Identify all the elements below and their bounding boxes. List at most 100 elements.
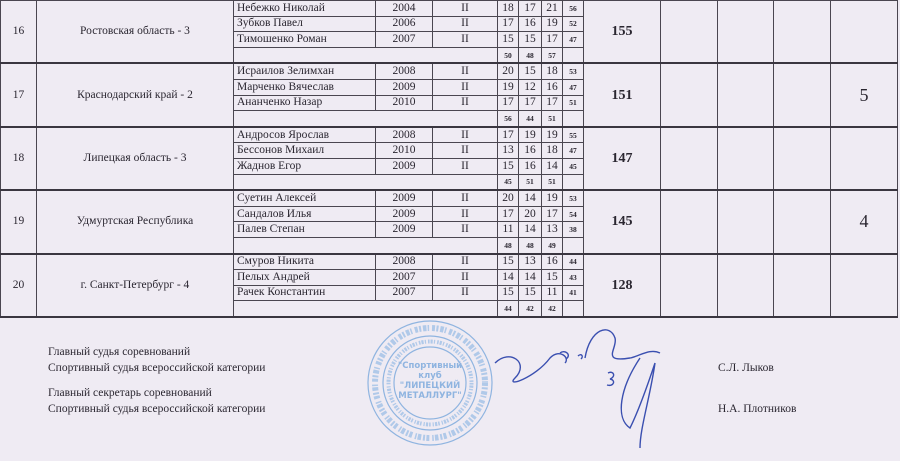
series-total: 42 <box>518 300 542 318</box>
series-score: 15 <box>497 252 519 271</box>
series-score: 14 <box>497 269 519 286</box>
athlete-name: Ананченко Назар <box>233 94 376 112</box>
athlete-sum: 53 <box>562 62 584 80</box>
sport-rank: II <box>432 205 498 223</box>
team-number: 16 <box>0 0 37 65</box>
series-score: 18 <box>541 142 563 159</box>
final-place: 4 <box>830 189 898 255</box>
empty-cell <box>233 173 498 192</box>
series-score: 16 <box>541 252 563 271</box>
series-score: 15 <box>497 31 519 48</box>
athlete-name: Небежко Николай <box>233 0 376 17</box>
member-row: 16 Ростовская область - 3 Небежко Николай 2… <box>0 0 898 65</box>
team-name: Удмуртская Республика <box>36 189 234 255</box>
sport-rank: II <box>432 15 498 33</box>
series-total: 51 <box>541 110 563 128</box>
series-score: 17 <box>518 94 542 112</box>
sport-rank: II <box>432 142 498 159</box>
final-place: 5 <box>830 62 898 128</box>
series-score: 15 <box>497 284 519 302</box>
empty-cell <box>233 110 498 128</box>
athlete-name: Смуров Никита <box>233 252 376 271</box>
birth-year: 2008 <box>375 126 433 144</box>
sport-rank: II <box>432 0 498 17</box>
athlete-sum: 45 <box>562 157 584 175</box>
series-total: 51 <box>541 173 563 192</box>
series-score: 14 <box>518 189 542 207</box>
series-total: 44 <box>497 300 519 318</box>
series-total: 48 <box>497 236 519 255</box>
team-number: 19 <box>0 189 37 255</box>
sport-rank: II <box>432 126 498 144</box>
empty-cell <box>773 126 831 192</box>
birth-year: 2009 <box>375 189 433 207</box>
member-row: 19 Удмуртская Республика Суетин Алексей 200… <box>0 189 898 255</box>
series-score: 20 <box>518 205 542 223</box>
series-score: 15 <box>541 269 563 286</box>
series-score: 17 <box>497 94 519 112</box>
secretary-block: Главный секретарь соревнований Спортивны… <box>48 386 265 416</box>
birth-year: 2009 <box>375 205 433 223</box>
athlete-sum: 54 <box>562 205 584 223</box>
series-score: 17 <box>518 0 542 17</box>
sport-rank: II <box>432 221 498 238</box>
sport-rank: II <box>432 31 498 48</box>
chief-judge-title: Главный судья соревнований <box>48 346 191 358</box>
athlete-sum: 43 <box>562 269 584 286</box>
empty-cell <box>773 252 831 318</box>
birth-year: 2006 <box>375 15 433 33</box>
empty-cell <box>773 189 831 255</box>
athlete-name: Жаднов Егор <box>233 157 376 175</box>
series-score: 19 <box>541 15 563 33</box>
empty-cell <box>660 62 718 128</box>
series-score: 16 <box>541 78 563 96</box>
results-table: 16 Ростовская область - 3 Небежко Николай 2… <box>0 0 898 318</box>
athlete-sum: 47 <box>562 78 584 96</box>
birth-year: 2007 <box>375 269 433 286</box>
empty-cell <box>233 236 498 255</box>
chief-judge-block: Главный судья соревнований Спортивный су… <box>48 345 265 375</box>
birth-year: 2010 <box>375 142 433 159</box>
empty-cell <box>717 189 774 255</box>
series-score: 17 <box>497 126 519 144</box>
member-row: Тимошенко Роман 2007 II 15 15 17 47 <box>1 31 898 48</box>
athlete-name: Сандалов Илья <box>233 205 376 223</box>
final-place <box>830 126 898 192</box>
series-total: 48 <box>518 236 542 255</box>
athlete-name: Исраилов Зелимхан <box>233 62 376 80</box>
series-score: 15 <box>518 31 542 48</box>
birth-year: 2008 <box>375 62 433 80</box>
athlete-name: Палев Степан <box>233 221 376 238</box>
series-score: 18 <box>497 0 519 17</box>
athlete-sum: 52 <box>562 15 584 33</box>
chief-judge-name: С.Л. Лыков <box>718 362 774 374</box>
team-name: Краснодарский край - 2 <box>36 62 234 128</box>
team-total: 151 <box>583 62 661 128</box>
stamp-center-line: "Спортивный <box>398 361 462 371</box>
team-name: Липецкая область - 3 <box>36 126 234 192</box>
empty-cell <box>717 62 774 128</box>
series-total: 50 <box>497 46 519 65</box>
team-total: 128 <box>583 252 661 318</box>
birth-year: 2010 <box>375 94 433 112</box>
stamp-center-line: "ЛИПЕЦКИЙ <box>400 379 461 391</box>
athlete-sum: 56 <box>562 0 584 17</box>
secretary-category: Спортивный судья всероссийской категории <box>48 403 266 415</box>
final-place <box>830 252 898 318</box>
sport-rank: II <box>432 78 498 96</box>
empty-cell <box>717 0 774 65</box>
birth-year: 2009 <box>375 221 433 238</box>
empty-cell <box>233 46 498 65</box>
sport-rank: II <box>432 189 498 207</box>
athlete-sum: 44 <box>562 252 584 271</box>
series-score: 15 <box>497 157 519 175</box>
stamp-center-line: МЕТАЛЛУРГ" <box>398 391 461 401</box>
stamp-center-line: клуб <box>418 370 442 381</box>
athlete-name: Зубков Павел <box>233 15 376 33</box>
series-score: 16 <box>518 15 542 33</box>
series-totals-row: 48 48 49 <box>1 236 898 255</box>
team-total: 155 <box>583 0 661 65</box>
series-total: 42 <box>541 300 563 318</box>
series-score: 11 <box>497 221 519 238</box>
series-score: 19 <box>541 126 563 144</box>
